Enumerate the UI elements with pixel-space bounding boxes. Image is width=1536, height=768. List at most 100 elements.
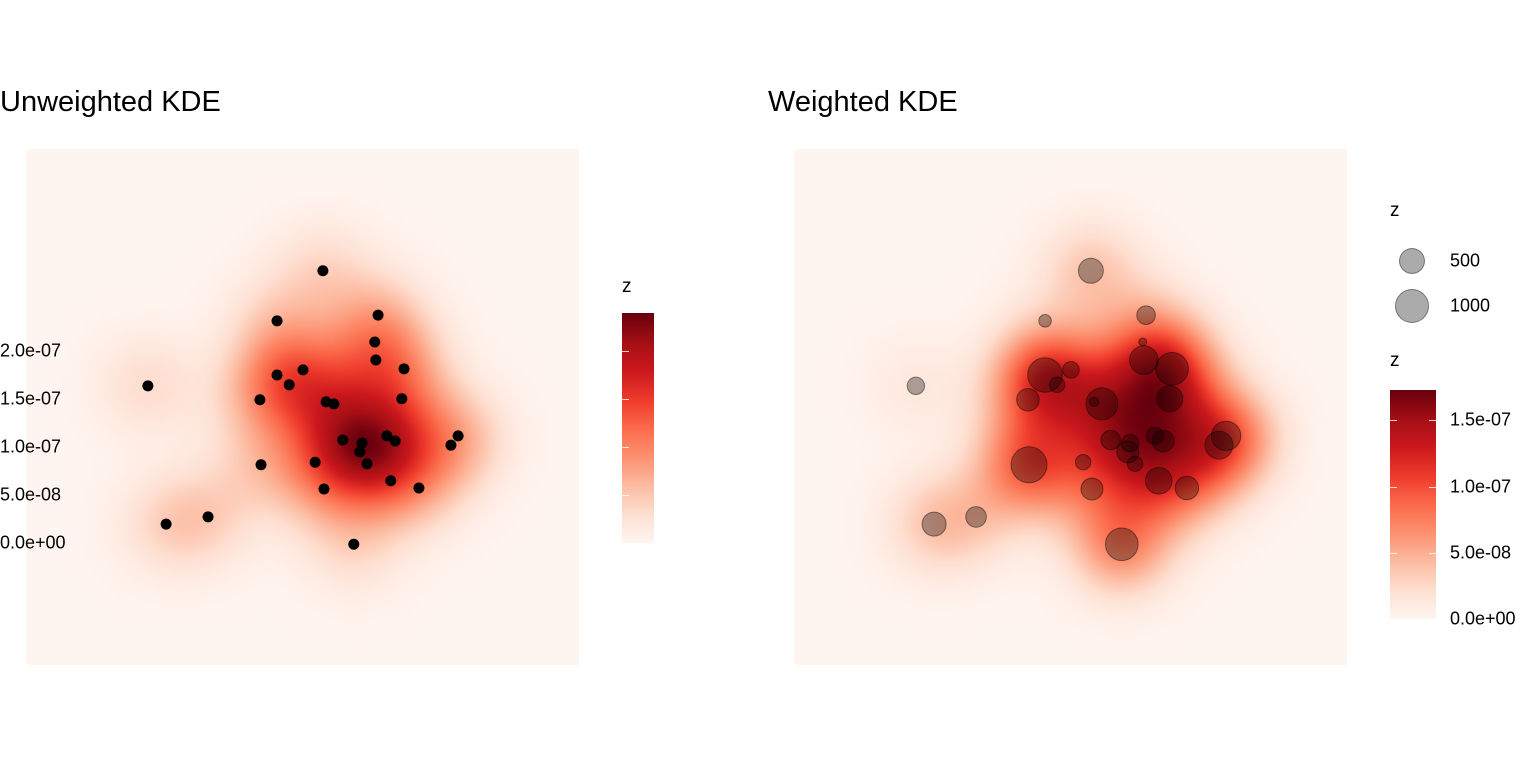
weighted-point bbox=[1204, 430, 1234, 460]
colorbar-tick-label: 1.5e-07 bbox=[0, 388, 62, 409]
weighted-point bbox=[1085, 387, 1119, 421]
data-point bbox=[202, 511, 214, 523]
colorbar-tick bbox=[1429, 420, 1436, 422]
weighted-point bbox=[1138, 337, 1148, 347]
weighted-point bbox=[1077, 257, 1104, 284]
colorbar-tick bbox=[622, 495, 629, 497]
data-point bbox=[142, 380, 154, 392]
weighted-point bbox=[906, 376, 926, 396]
colorbar bbox=[622, 313, 654, 543]
weighted-point bbox=[1104, 527, 1139, 562]
weighted-point bbox=[1151, 429, 1175, 453]
weighted-point bbox=[1120, 433, 1140, 453]
weighted-point bbox=[965, 506, 987, 528]
data-point bbox=[389, 435, 401, 447]
weighted-point bbox=[1010, 446, 1048, 484]
colorbar-tick bbox=[622, 399, 629, 401]
size-key-500 bbox=[1399, 248, 1425, 274]
colorbar bbox=[1390, 390, 1436, 619]
data-point bbox=[370, 354, 382, 366]
weighted-point bbox=[1145, 426, 1165, 446]
fill-legend-title: z bbox=[622, 276, 632, 297]
data-point bbox=[337, 434, 349, 446]
colorbar-tick bbox=[1390, 552, 1397, 554]
data-point bbox=[309, 456, 321, 468]
colorbar-tick-label: 2.0e-07 bbox=[0, 340, 62, 361]
data-point bbox=[356, 437, 368, 449]
colorbar-tick-label: 1.0e-07 bbox=[1450, 476, 1512, 497]
data-point bbox=[396, 393, 408, 405]
weighted-point bbox=[1155, 352, 1189, 386]
colorbar-tick-label: 1.0e-07 bbox=[0, 436, 62, 457]
weighted-point bbox=[1038, 314, 1052, 328]
colorbar-tick bbox=[1429, 486, 1436, 488]
data-point bbox=[254, 394, 266, 406]
weighted-point bbox=[1136, 305, 1156, 325]
colorbar-tick bbox=[0, 399, 7, 401]
colorbar-tick bbox=[1390, 420, 1397, 422]
weighted-kde-title: Weighted KDE bbox=[768, 86, 958, 118]
data-point bbox=[354, 446, 366, 458]
weighted-point bbox=[921, 511, 947, 537]
size-label-1000: 1000 bbox=[1450, 295, 1491, 316]
points-layer bbox=[142, 265, 464, 550]
weighted-kde-plot bbox=[795, 149, 1347, 665]
data-point bbox=[361, 458, 373, 470]
data-point bbox=[452, 430, 464, 442]
colorbar-tick bbox=[622, 351, 629, 353]
weighted-point bbox=[1116, 440, 1140, 464]
data-point bbox=[381, 430, 393, 442]
colorbar-tick-label: 1.5e-07 bbox=[1450, 409, 1512, 430]
weighted-point bbox=[1129, 345, 1159, 375]
unweighted-kde-title: Unweighted KDE bbox=[0, 86, 221, 118]
weighted-point bbox=[1100, 429, 1121, 451]
weighted-point bbox=[1210, 420, 1242, 452]
data-point bbox=[328, 398, 340, 410]
weighted-point bbox=[1074, 454, 1092, 471]
data-point bbox=[445, 439, 457, 451]
colorbar-tick-label: 5.0e-08 bbox=[1450, 542, 1512, 563]
data-point bbox=[297, 364, 309, 376]
colorbar-tick bbox=[0, 495, 7, 497]
colorbar-tick bbox=[622, 447, 629, 449]
data-point bbox=[255, 459, 267, 471]
weighted-point bbox=[1062, 361, 1080, 379]
data-point bbox=[271, 369, 283, 381]
density-raster bbox=[27, 149, 579, 665]
colorbar-tick bbox=[0, 447, 7, 449]
weighted-point bbox=[1144, 466, 1173, 495]
size-label-500: 500 bbox=[1450, 250, 1481, 271]
data-point bbox=[385, 475, 397, 487]
size-key-1000 bbox=[1394, 288, 1430, 324]
data-point bbox=[160, 518, 172, 530]
weighted-point bbox=[1016, 387, 1040, 412]
unweighted-kde-plot bbox=[27, 149, 579, 665]
weighted-point bbox=[1174, 475, 1200, 501]
data-point bbox=[318, 483, 330, 495]
weighted-point bbox=[1080, 477, 1104, 501]
colorbar-tick bbox=[1429, 552, 1436, 554]
colorbar-tick-label: 0.0e+00 bbox=[1450, 608, 1516, 629]
colorbar-tick-label: 5.0e-08 bbox=[0, 484, 62, 505]
weighted-point bbox=[1027, 357, 1063, 393]
data-point bbox=[369, 336, 381, 348]
data-point bbox=[283, 379, 295, 391]
points-layer bbox=[906, 257, 1242, 562]
data-point bbox=[372, 309, 384, 321]
colorbar-tick bbox=[1390, 486, 1397, 488]
size-legend-title: z bbox=[1390, 200, 1400, 221]
weighted-point bbox=[1049, 376, 1066, 393]
data-point bbox=[398, 363, 410, 375]
weighted-point bbox=[1156, 385, 1184, 413]
weighted-point bbox=[1126, 455, 1144, 472]
density-raster bbox=[795, 149, 1347, 665]
colorbar-tick-label: 0.0e+00 bbox=[0, 532, 66, 553]
data-point bbox=[413, 482, 425, 494]
fill-legend-title: z bbox=[1390, 350, 1400, 371]
size-legend-keys bbox=[1394, 248, 1430, 324]
data-point bbox=[271, 315, 283, 327]
weighted-point bbox=[1088, 396, 1100, 408]
colorbar-tick bbox=[0, 351, 7, 353]
data-point bbox=[348, 538, 360, 550]
data-point bbox=[317, 265, 329, 277]
